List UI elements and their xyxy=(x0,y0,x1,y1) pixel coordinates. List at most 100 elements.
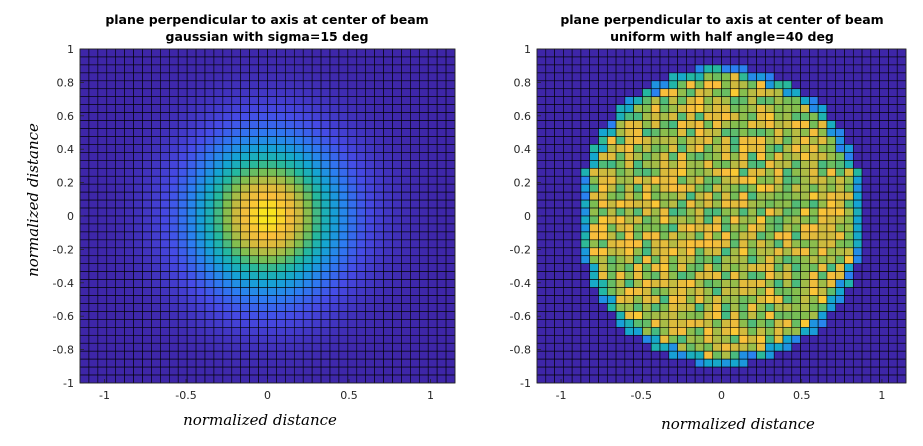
heatmap-cell xyxy=(436,144,447,153)
heatmap-cell xyxy=(436,152,447,161)
heatmap-cell xyxy=(195,279,206,288)
heatmap-cell xyxy=(782,231,793,241)
heatmap-cell xyxy=(418,120,429,129)
heatmap-cell xyxy=(329,80,340,90)
heatmap-cell xyxy=(686,366,696,376)
heatmap-cell xyxy=(809,160,819,169)
heatmap-cell xyxy=(285,350,295,360)
heatmap-cell xyxy=(267,191,277,201)
heatmap-cell xyxy=(168,152,179,161)
heatmap-cell xyxy=(773,350,784,360)
heatmap-cell xyxy=(668,271,678,280)
heatmap-cell xyxy=(195,350,206,360)
heatmap-cell xyxy=(151,128,161,137)
heatmap-cell xyxy=(571,374,582,384)
heatmap-cell xyxy=(809,88,819,98)
heatmap-cell xyxy=(729,136,740,145)
heatmap-cell xyxy=(817,175,828,185)
heatmap-cell xyxy=(320,104,331,113)
heatmap-cell xyxy=(826,136,837,145)
heatmap-cell xyxy=(817,334,828,344)
heatmap-cell xyxy=(554,104,564,113)
heatmap-cell xyxy=(782,112,793,121)
heatmap-cell xyxy=(650,136,661,145)
heatmap-cell xyxy=(606,175,617,185)
heatmap-cell xyxy=(633,342,643,352)
heatmap-cell xyxy=(703,279,714,288)
heatmap-cell xyxy=(545,334,555,344)
heatmap-cell xyxy=(124,255,134,265)
heatmap-cell xyxy=(320,247,331,257)
heatmap-cell xyxy=(536,311,547,320)
heatmap-cell xyxy=(650,64,661,74)
heatmap-cell xyxy=(427,271,438,280)
heatmap-cell xyxy=(365,167,375,177)
heatmap-cell xyxy=(791,311,801,320)
heatmap-cell xyxy=(186,350,197,360)
heatmap-cell xyxy=(624,152,634,161)
heatmap-cell xyxy=(401,358,411,368)
heatmap-cell xyxy=(642,80,652,90)
heatmap-cell xyxy=(124,167,134,177)
heatmap-cell xyxy=(258,263,268,272)
heatmap-cell xyxy=(445,358,456,368)
heatmap-cell xyxy=(302,167,313,177)
heatmap-cell xyxy=(79,120,90,129)
heatmap-cell xyxy=(204,136,215,145)
heatmap-cell xyxy=(258,247,268,257)
heatmap-cell xyxy=(729,223,740,233)
heatmap-cell xyxy=(668,303,678,312)
heatmap-cell xyxy=(896,128,907,137)
heatmap-cell xyxy=(418,255,429,265)
heatmap-cell xyxy=(642,152,652,161)
heatmap-cell xyxy=(222,199,233,209)
heatmap-cell xyxy=(554,255,564,265)
heatmap-cell xyxy=(204,319,215,328)
heatmap-cell xyxy=(338,327,349,336)
heatmap-cell xyxy=(151,255,161,265)
heatmap-cell xyxy=(589,334,599,344)
heatmap-cell xyxy=(186,88,197,98)
heatmap-cell xyxy=(383,120,393,129)
heatmap-cell xyxy=(285,271,295,280)
heatmap-cell xyxy=(186,327,197,336)
heatmap-cell xyxy=(311,350,322,360)
heatmap-cell xyxy=(204,112,215,121)
heatmap-cell xyxy=(276,327,286,336)
heatmap-cell xyxy=(817,104,828,113)
heatmap-cell xyxy=(258,358,268,368)
heatmap-cell xyxy=(213,279,224,288)
heatmap-cell xyxy=(817,342,828,352)
heatmap-cell xyxy=(267,144,277,153)
heatmap-cell xyxy=(817,295,828,304)
heatmap-cell xyxy=(686,279,696,288)
heatmap-cell xyxy=(133,120,143,129)
heatmap-cell xyxy=(195,56,206,66)
heatmap-cell xyxy=(427,183,438,193)
heatmap-cell xyxy=(545,231,555,241)
heatmap-cell xyxy=(712,183,722,193)
heatmap-cell xyxy=(694,247,705,257)
heatmap-cell xyxy=(563,319,573,328)
heatmap-cell xyxy=(747,144,757,153)
heatmap-cell xyxy=(861,167,872,177)
heatmap-cell xyxy=(231,334,242,344)
heatmap-cell xyxy=(659,279,670,288)
heatmap-cell xyxy=(97,303,108,312)
heatmap-cell xyxy=(186,160,197,169)
heatmap-cell xyxy=(267,199,277,209)
heatmap-cell xyxy=(554,350,564,360)
heatmap-cell xyxy=(571,303,582,312)
heatmap-cell xyxy=(677,247,687,257)
left-plot-subtitle: gaussian with sigma=15 deg xyxy=(166,29,369,44)
heatmap-cell xyxy=(712,175,722,185)
heatmap-cell xyxy=(580,104,591,113)
heatmap-cell xyxy=(97,128,108,137)
heatmap-cell xyxy=(721,88,731,98)
heatmap-cell xyxy=(852,207,863,217)
heatmap-cell xyxy=(563,358,573,368)
heatmap-cell xyxy=(668,311,678,320)
heatmap-cell xyxy=(347,342,358,352)
heatmap-cell xyxy=(545,358,555,368)
heatmap-cell xyxy=(606,311,617,320)
